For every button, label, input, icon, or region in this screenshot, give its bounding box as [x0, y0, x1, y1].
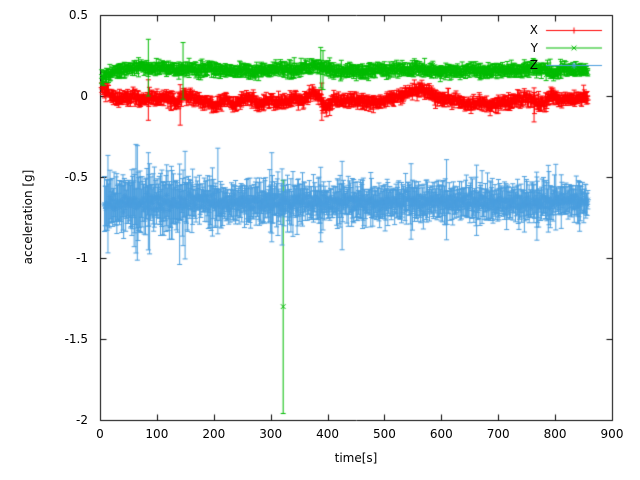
y-tick-label: -1.5 [64, 332, 88, 346]
x-axis-title: time[s] [334, 451, 378, 465]
y-tick-label: -2 [76, 413, 88, 427]
x-tick-label: 700 [486, 427, 510, 441]
x-tick-label: 100 [145, 427, 169, 441]
y-tick-label: 0 [80, 89, 88, 103]
x-tick-label: 200 [202, 427, 226, 441]
legend-entry-y: Y [530, 40, 538, 55]
y-tick-label: -0.5 [64, 170, 88, 184]
x-tick-label: 600 [429, 427, 453, 441]
legend-entry-z: Z [529, 58, 538, 72]
x-tick-label: 900 [600, 427, 624, 441]
x-tick-label: 400 [316, 427, 339, 441]
x-tick-label: 0 [96, 427, 104, 441]
y-tick-label: -1 [76, 251, 88, 265]
legend-entry-x: X [529, 23, 538, 37]
x-tick-label: 500 [372, 427, 396, 441]
x-tick-label: 300 [259, 427, 283, 441]
x-tick-label: 800 [543, 427, 567, 441]
y-tick-label: 0.5 [68, 8, 88, 22]
y-axis-title: acceleration [g] [21, 169, 35, 265]
